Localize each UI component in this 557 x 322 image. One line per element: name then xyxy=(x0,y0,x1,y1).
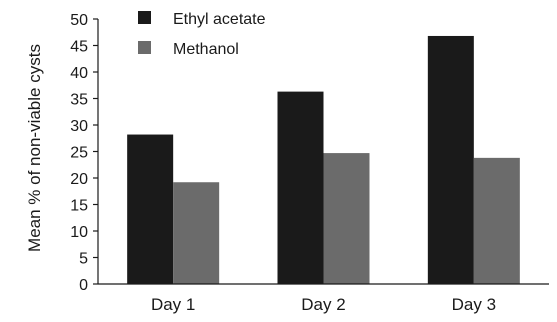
bar-methanol-day-2 xyxy=(323,153,370,284)
bar-methanol-day-3 xyxy=(473,157,520,284)
legend-label-ethyl-acetate: Ethyl acetate xyxy=(173,11,266,28)
y-tick-label: 20 xyxy=(70,171,88,188)
x-category-label: Day 3 xyxy=(452,295,496,314)
y-axis-title: Mean % of non-viable cysts xyxy=(25,44,44,252)
y-tick-label: 0 xyxy=(79,277,88,294)
bar-ethyl-acetate-day-3 xyxy=(427,35,474,285)
y-tick-label: 50 xyxy=(70,12,88,29)
bars xyxy=(127,35,520,285)
y-tick-label: 40 xyxy=(70,65,88,82)
y-tick-label: 5 xyxy=(79,251,88,268)
x-axis-categories: Day 1 Day 2 Day 3 xyxy=(151,295,496,314)
bar-ethyl-acetate-day-2 xyxy=(277,91,324,284)
bar-ethyl-acetate-day-1 xyxy=(127,134,174,284)
legend-label-methanol: Methanol xyxy=(173,41,239,58)
y-tick-label: 30 xyxy=(70,118,88,135)
y-tick-label: 25 xyxy=(70,145,88,162)
y-tick-label: 45 xyxy=(70,39,88,56)
y-tick-label: 15 xyxy=(70,198,88,215)
y-axis-ticks: 0 5 10 15 20 25 30 35 40 45 50 xyxy=(70,12,98,294)
y-tick-label: 35 xyxy=(70,92,88,109)
legend-swatch-ethyl-acetate xyxy=(138,11,151,24)
legend: Ethyl acetate Methanol xyxy=(138,11,266,58)
legend-swatch-methanol xyxy=(138,41,151,54)
x-category-label: Day 2 xyxy=(301,295,345,314)
x-category-label: Day 1 xyxy=(151,295,195,314)
y-tick-label: 10 xyxy=(70,224,88,241)
bar-methanol-day-1 xyxy=(173,182,220,284)
